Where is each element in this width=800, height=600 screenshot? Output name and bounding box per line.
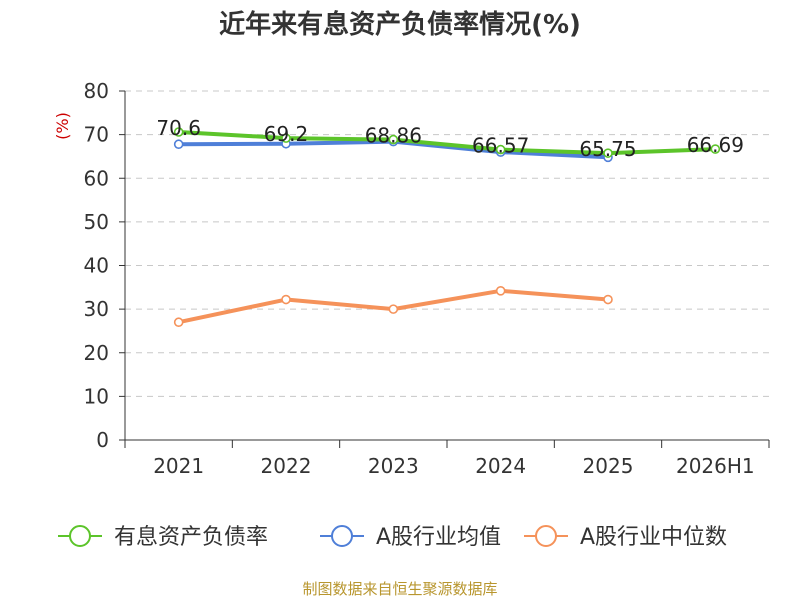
y-tick-label: 80: [84, 79, 109, 103]
series-0: [173, 127, 721, 158]
data-point: [388, 134, 399, 145]
data-point: [603, 294, 613, 305]
chart-title: 近年来有息资产负债率情况(%): [219, 9, 581, 40]
legend-item-0: 有息资产负债率: [58, 525, 268, 550]
data-point: [495, 144, 506, 155]
y-tick-label: 10: [84, 384, 109, 408]
y-tick-label: 60: [84, 166, 109, 190]
x-tick-label: 2026H1: [676, 454, 755, 478]
legend-label: A股行业均值: [376, 525, 501, 550]
y-axis-unit: (%): [53, 112, 72, 140]
data-labels: 70.6 69.2 68.86 66.57 65.75 66.69: [156, 116, 744, 161]
series-layer: [173, 127, 721, 328]
y-tick-label: 50: [84, 210, 109, 234]
data-point: [603, 148, 613, 158]
data-label: 68.86: [365, 124, 422, 148]
legend-marker: [69, 525, 91, 547]
data-point: [173, 127, 184, 137]
data-point: [281, 133, 291, 143]
series-2: [173, 286, 613, 328]
data-point: [173, 139, 184, 150]
x-tick-label: 2023: [368, 454, 419, 478]
y-tick-label: 30: [84, 297, 109, 321]
y-tick-label: 40: [84, 254, 109, 278]
y-tick-label: 70: [84, 123, 109, 147]
legend-item-1: A股行业均值: [320, 525, 501, 550]
legend-marker: [535, 525, 557, 547]
data-label: 69.2: [264, 122, 309, 146]
x-tick-label: 2025: [583, 454, 634, 478]
data-label: 66.69: [687, 133, 744, 157]
data-label: 65.75: [579, 137, 636, 161]
x-tick-label: 2021: [153, 454, 204, 478]
legend-item-2: A股行业中位数: [524, 525, 727, 550]
data-point: [710, 144, 721, 154]
y-tick-label: 0: [96, 428, 109, 452]
legend: 有息资产负债率 A股行业均值 A股行业中位数: [58, 525, 727, 550]
axes: 0 10 20 30 40 50 60 70 80 2021 2022 2023 2024 2025 202…: [84, 79, 770, 478]
x-tick-label: 2022: [261, 454, 312, 478]
legend-marker: [331, 525, 353, 547]
x-tick-label: 2024: [475, 454, 526, 478]
legend-label: A股行业中位数: [580, 525, 727, 550]
data-point: [173, 317, 184, 328]
data-point: [281, 294, 291, 305]
grid-lines: [125, 90, 769, 397]
y-tick-label: 20: [84, 341, 109, 365]
source-note: 制图数据来自恒生聚源数据库: [302, 580, 497, 598]
data-label: 70.6: [156, 116, 201, 140]
series-line: [176, 130, 718, 156]
legend-label: 有息资产负债率: [114, 525, 268, 550]
data-label: 66.57: [472, 134, 529, 158]
data-point: [495, 286, 506, 296]
data-point: [388, 304, 399, 314]
